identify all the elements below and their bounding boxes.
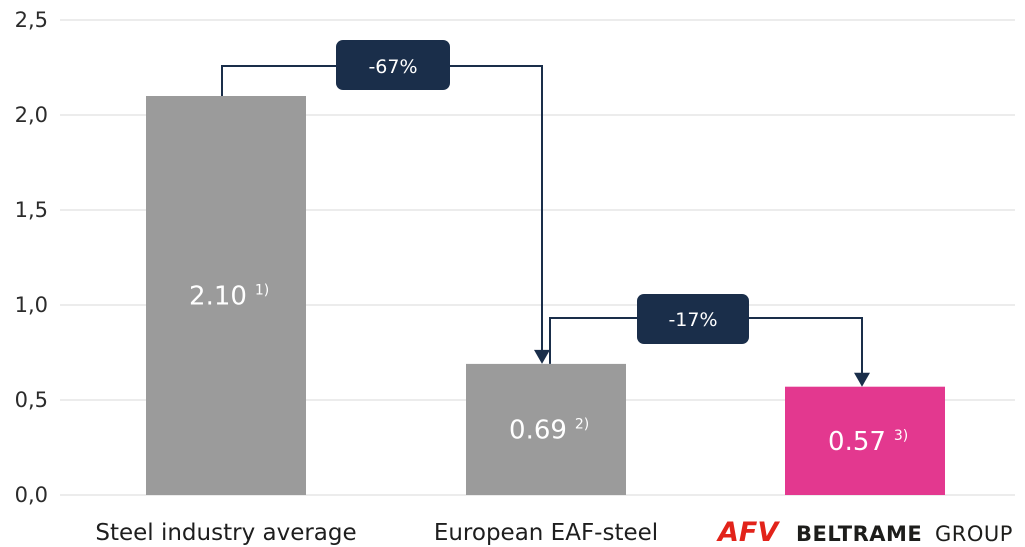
category-label: Steel industry average	[95, 520, 356, 546]
y-tick-label: 0,0	[15, 483, 48, 507]
footnote-marker: 3)	[894, 428, 908, 444]
footnote-marker: 2)	[575, 416, 589, 432]
y-axis-ticks: 0,0 0,5 1,0 1,5 2,0 2,5	[15, 8, 48, 507]
annotations: -67% -17%	[221, 40, 870, 387]
category-labels: Steel industry average European EAF-steel…	[95, 517, 1013, 547]
bar	[146, 96, 306, 495]
y-tick-label: 2,0	[15, 103, 48, 127]
y-tick-label: 1,5	[15, 198, 48, 222]
bars	[146, 96, 945, 495]
data-label: 2.10	[189, 282, 247, 312]
arrowhead	[534, 349, 550, 364]
y-tick-label: 1,0	[15, 293, 48, 317]
data-label: 0.69	[509, 415, 567, 445]
logo-mark: AFV	[716, 517, 780, 547]
arrowhead	[854, 372, 870, 387]
data-labels: 2.10 1) 0.69 2) 0.57 3)	[189, 282, 908, 457]
bar	[466, 363, 626, 495]
annotation-box	[336, 40, 450, 90]
y-tick-label: 2,5	[15, 8, 48, 32]
logo-group: GROUP	[935, 522, 1013, 546]
annotation-label: -17%	[668, 309, 717, 331]
category-label: European EAF-steel	[434, 520, 658, 546]
annotation-box	[637, 294, 749, 344]
footnote-marker: 1)	[255, 283, 269, 299]
logo-name: BELTRAME	[796, 522, 922, 546]
annotation-label: -67%	[368, 56, 417, 78]
beltrame-logo: AFV BELTRAME GROUP	[716, 517, 1013, 547]
y-tick-label: 0,5	[15, 388, 48, 412]
data-label: 0.57	[828, 427, 886, 457]
bar	[785, 386, 945, 495]
